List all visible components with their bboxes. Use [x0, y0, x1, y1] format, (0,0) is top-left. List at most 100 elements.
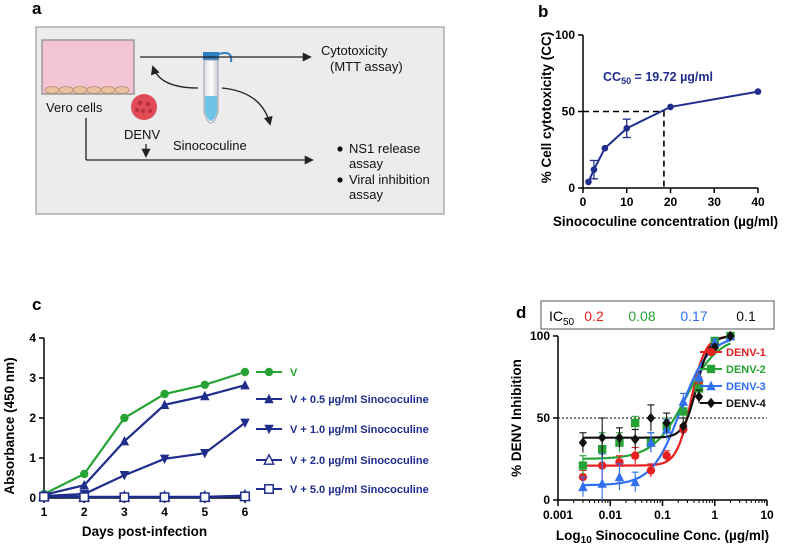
y-tick-label: 4 [29, 331, 36, 345]
legend-marker [706, 380, 716, 391]
y-tick-label: 100 [530, 329, 550, 343]
ic50-value-denv-2: 0.08 [628, 308, 655, 324]
arrow-drug-to-assays [221, 87, 273, 126]
series-line-1 [43, 384, 246, 496]
legend-marker [264, 367, 274, 377]
y-tick-label: 2 [29, 411, 36, 425]
data-point [200, 380, 209, 389]
ns1-assay-line1: NS1 release [349, 141, 421, 156]
x-tick-label: 3 [121, 505, 128, 519]
y-tick-label: 1 [29, 451, 36, 465]
data-point [578, 437, 588, 448]
data-point [646, 437, 656, 447]
x-tick-label: 10 [760, 508, 774, 522]
ns1-assay-line2: assay [349, 156, 383, 171]
y-tick-label: 3 [29, 371, 36, 385]
data-point [159, 399, 170, 409]
data-point [679, 421, 688, 432]
x-axis-label: Days post-infection [82, 524, 207, 539]
x-label-log: Log [556, 528, 581, 543]
viral-inhibition-line1: Viral inhibition [349, 172, 430, 187]
data-point [119, 471, 130, 481]
x-tick-label: 0.001 [543, 508, 573, 522]
ic50-value-denv-4: 0.1 [736, 308, 756, 324]
mtt-assay-label: (MTT assay) [330, 59, 403, 74]
legend-marker [264, 484, 274, 494]
legend-marker [706, 364, 716, 374]
bullet-dot-2 [337, 177, 343, 183]
data-point [159, 492, 170, 503]
x-label-sub: 10 [581, 535, 593, 546]
ic50-box [540, 300, 775, 330]
ic50-prefix: IC [549, 308, 563, 324]
data-point [601, 144, 609, 152]
legend-label: DENV-3 [726, 381, 766, 393]
cc50-prefix: CC [603, 70, 621, 84]
x-tick-label: 0 [580, 195, 587, 209]
vero-cells-label: Vero cells [46, 100, 103, 115]
x-axis-label: Log10 Sinococuline Conc. (µg/ml) [556, 528, 769, 546]
legend-label: DENV-1 [726, 347, 766, 359]
data-point [615, 432, 624, 443]
data-point [119, 492, 130, 503]
cc50-value: = 19.72 µg/ml [631, 70, 713, 84]
panel-a-letter: a [32, 0, 42, 18]
y-tick-label: 0 [29, 491, 36, 505]
viral-inhibition-line2: assay [349, 187, 383, 202]
ic50-value-denv-1: 0.2 [584, 308, 604, 324]
panel-a: a Vero cells DENV [32, 0, 445, 215]
data-point [597, 478, 607, 488]
x-tick-label: 0.01 [599, 508, 623, 522]
y-tick-label: 0 [543, 493, 550, 507]
vero-cells-flask-icon [41, 39, 135, 95]
y-axis-label: % Cell cytotoxicity (CC) [539, 32, 554, 184]
data-point [200, 390, 210, 401]
series-line-4 [43, 495, 246, 499]
legend-marker [264, 424, 274, 435]
data-point [754, 88, 762, 95]
data-point [79, 480, 89, 490]
y-axis-label: % DENV Inhibition [509, 359, 524, 477]
data-point [79, 492, 90, 503]
data-point [694, 371, 704, 382]
panel-b: b 0 50 100 0 10 20 30 40 Sinococuline concentrat… [538, 2, 778, 229]
data-point [614, 471, 625, 482]
data-point [578, 481, 588, 492]
data-point [200, 449, 210, 459]
fit-curve-denv-4 [582, 335, 731, 439]
ic50-subscript: 50 [563, 317, 575, 328]
data-point [678, 396, 688, 406]
data-point [240, 491, 250, 502]
fit-curve-denv-2 [582, 342, 731, 460]
cc50-annotation: CC50 = 19.72 µg/ml [603, 70, 713, 86]
data-point [630, 418, 640, 428]
data-point [630, 451, 640, 460]
data-point [694, 391, 704, 402]
ic50-value-denv-3: 0.17 [680, 308, 707, 324]
bullet-dot-1 [337, 146, 343, 152]
panel-b-letter: b [538, 2, 548, 21]
x-tick-label: 0.1 [654, 508, 671, 522]
denv-label: DENV [124, 127, 160, 142]
legend-marker [264, 393, 274, 404]
y-tick-label: 100 [555, 28, 575, 42]
panel-c-letter: c [32, 295, 41, 314]
data-point [630, 434, 640, 445]
x-tick-label: 1 [711, 508, 718, 522]
x-tick-label: 4 [161, 505, 168, 519]
denv-virus-icon [131, 94, 157, 120]
x-tick-label: 1 [41, 505, 48, 519]
data-point [726, 330, 735, 342]
y-tick-label: 0 [568, 181, 575, 195]
x-tick-label: 2 [81, 505, 88, 519]
legend-marker [706, 397, 716, 409]
data-point [679, 407, 688, 416]
x-tick-label: 40 [751, 195, 765, 209]
x-tick-label: 20 [664, 195, 678, 209]
y-axis-label: Absorbance (450 nm) [2, 357, 17, 494]
x-label-rest: Sinococuline Conc. (µg/ml) [592, 528, 769, 543]
data-point [590, 166, 598, 173]
data-point [119, 436, 130, 446]
